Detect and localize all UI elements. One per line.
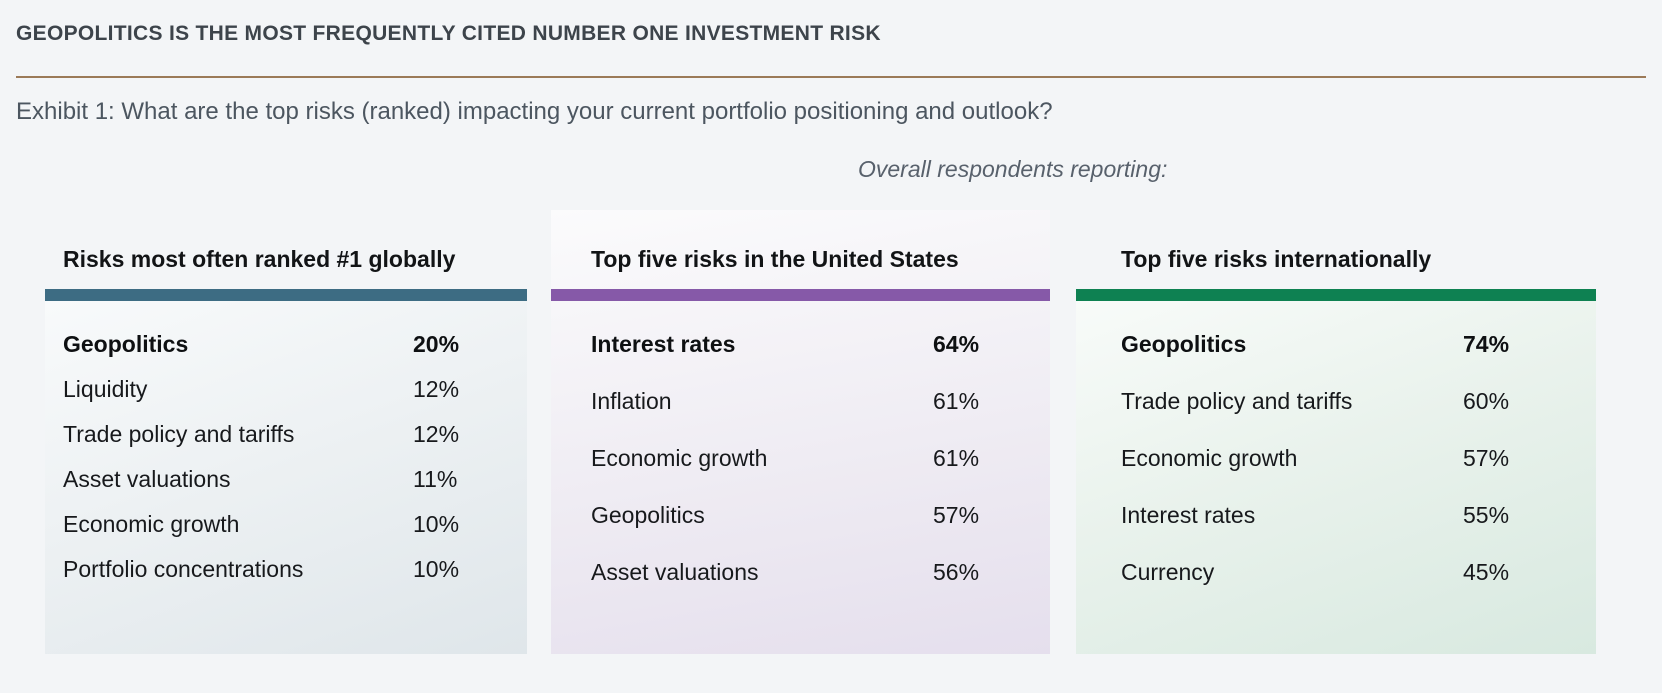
table-row: Geopolitics 57% (591, 487, 1050, 544)
risk-label: Geopolitics (63, 331, 189, 357)
panel-risks-international: Top five risks internationally Geopoliti… (1076, 210, 1596, 654)
table-row: Currency 45% (1121, 544, 1596, 601)
risk-label: Portfolio concentrations (63, 556, 304, 582)
risk-label: Economic growth (63, 511, 240, 537)
risk-label: Asset valuations (591, 559, 759, 585)
panel-risks-global: Risks most often ranked #1 globally Geop… (45, 210, 527, 654)
panel-intl-body: Geopolitics 74% Trade policy and tariffs… (1076, 301, 1596, 654)
risk-label: Trade policy and tariffs (63, 421, 295, 447)
table-row: Geopolitics 20% (63, 322, 527, 367)
risk-label: Interest rates (591, 331, 736, 357)
table-row: Liquidity 12% (63, 367, 527, 412)
table-row: Economic growth 61% (591, 430, 1050, 487)
risk-label: Interest rates (1121, 502, 1256, 528)
risk-value: 55% (1463, 502, 1510, 528)
risk-label: Asset valuations (63, 466, 231, 492)
risk-value: 57% (1463, 445, 1510, 471)
risk-value: 64% (933, 331, 980, 357)
panel-intl-heading: Top five risks internationally (1121, 246, 1432, 272)
table-row: Portfolio concentrations 10% (63, 547, 527, 592)
risk-label: Liquidity (63, 376, 148, 402)
table-row: Geopolitics 74% (1121, 316, 1596, 373)
panel-us-body: Interest rates 64% Inflation 61% Economi… (551, 301, 1050, 654)
risk-value: 56% (933, 559, 980, 585)
risk-value: 12% (413, 421, 460, 447)
panel-risks-us: Top five risks in the United States Inte… (551, 210, 1050, 654)
panel-us-header: Top five risks in the United States (551, 210, 1050, 289)
table-row: Trade policy and tariffs 60% (1121, 373, 1596, 430)
risk-label: Trade policy and tariffs (1121, 388, 1353, 414)
risk-value: 45% (1463, 559, 1510, 585)
panel-intl-header: Top five risks internationally (1076, 210, 1596, 289)
panel-us-heading: Top five risks in the United States (591, 246, 959, 272)
title-divider-rule (16, 76, 1646, 78)
panel-global-heading: Risks most often ranked #1 globally (63, 246, 456, 272)
panel-us-accent-bar (551, 289, 1050, 301)
page-title: GEOPOLITICS IS THE MOST FREQUENTLY CITED… (16, 22, 881, 45)
risk-value: 74% (1463, 331, 1510, 357)
table-row: Asset valuations 11% (63, 457, 527, 502)
panel-intl-accent-bar (1076, 289, 1596, 301)
table-row: Inflation 61% (591, 373, 1050, 430)
risk-value: 57% (933, 502, 980, 528)
risk-label: Geopolitics (591, 502, 705, 528)
risk-label: Economic growth (591, 445, 768, 471)
overall-respondents-note: Overall respondents reporting: (858, 156, 1168, 182)
risk-value: 61% (933, 388, 980, 414)
risk-value: 10% (413, 556, 460, 582)
risk-label: Economic growth (1121, 445, 1298, 471)
risk-value: 60% (1463, 388, 1510, 414)
table-row: Economic growth 57% (1121, 430, 1596, 487)
table-row: Trade policy and tariffs 12% (63, 412, 527, 457)
risk-value: 12% (413, 376, 460, 402)
risk-label: Currency (1121, 559, 1215, 585)
panel-global-header: Risks most often ranked #1 globally (45, 210, 527, 289)
panel-global-accent-bar (45, 289, 527, 301)
risk-label: Inflation (591, 388, 672, 414)
risk-label: Geopolitics (1121, 331, 1247, 357)
table-row: Asset valuations 56% (591, 544, 1050, 601)
exhibit-caption: Exhibit 1: What are the top risks (ranke… (16, 98, 1053, 125)
table-row: Interest rates 64% (591, 316, 1050, 373)
risk-value: 11% (413, 466, 458, 492)
risk-value: 20% (413, 331, 460, 357)
risk-value: 61% (933, 445, 980, 471)
risk-value: 10% (413, 511, 460, 537)
panel-global-body: Geopolitics 20% Liquidity 12% Trade poli… (45, 301, 527, 654)
table-row: Economic growth 10% (63, 502, 527, 547)
table-row: Interest rates 55% (1121, 487, 1596, 544)
